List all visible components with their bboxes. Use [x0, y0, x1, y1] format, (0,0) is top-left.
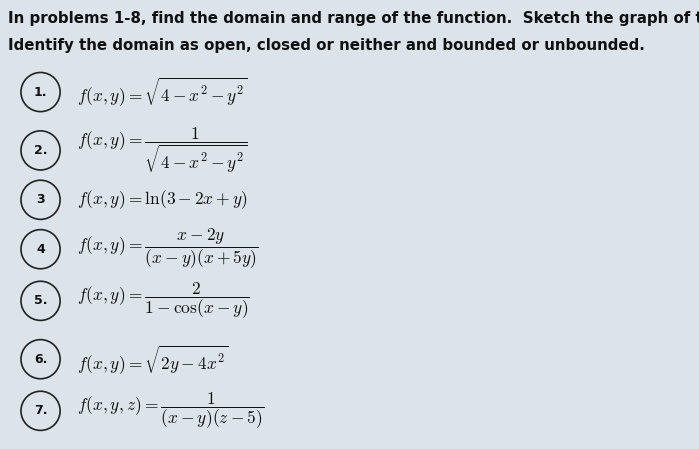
Text: $f(x, y) = \sqrt{2y - 4x^2}$: $f(x, y) = \sqrt{2y - 4x^2}$: [77, 343, 229, 375]
Text: $f(x, y) = \sqrt{4 - x^2 - y^2}$: $f(x, y) = \sqrt{4 - x^2 - y^2}$: [77, 76, 247, 108]
Text: 6.: 6.: [34, 353, 48, 365]
Text: 7.: 7.: [34, 405, 48, 417]
Text: $f(x, y) = \ln(3 - 2x + y)$: $f(x, y) = \ln(3 - 2x + y)$: [77, 189, 248, 211]
Text: $f(x, y) = \dfrac{1}{\sqrt{4 - x^2 - y^2}}$: $f(x, y) = \dfrac{1}{\sqrt{4 - x^2 - y^2…: [77, 126, 247, 175]
Text: 3: 3: [36, 194, 45, 206]
Text: 5.: 5.: [34, 295, 48, 307]
Text: 1.: 1.: [34, 86, 48, 98]
Text: 4: 4: [36, 243, 45, 255]
Text: $f(x, y, z) = \dfrac{1}{(x - y)(z - 5)}$: $f(x, y, z) = \dfrac{1}{(x - y)(z - 5)}$: [77, 391, 264, 431]
Text: $f(x, y) = \dfrac{2}{1 - \cos(x - y)}$: $f(x, y) = \dfrac{2}{1 - \cos(x - y)}$: [77, 281, 250, 321]
Text: In problems 1-8, find the domain and range of the function.  Sketch the graph of: In problems 1-8, find the domain and ran…: [8, 11, 699, 26]
Text: 2.: 2.: [34, 144, 48, 157]
Text: $f(x, y) = \dfrac{x - 2y}{(x - y)(x + 5y)}$: $f(x, y) = \dfrac{x - 2y}{(x - y)(x + 5y…: [77, 227, 259, 271]
Text: Identify the domain as open, closed or neither and bounded or unbounded.: Identify the domain as open, closed or n…: [8, 38, 645, 53]
